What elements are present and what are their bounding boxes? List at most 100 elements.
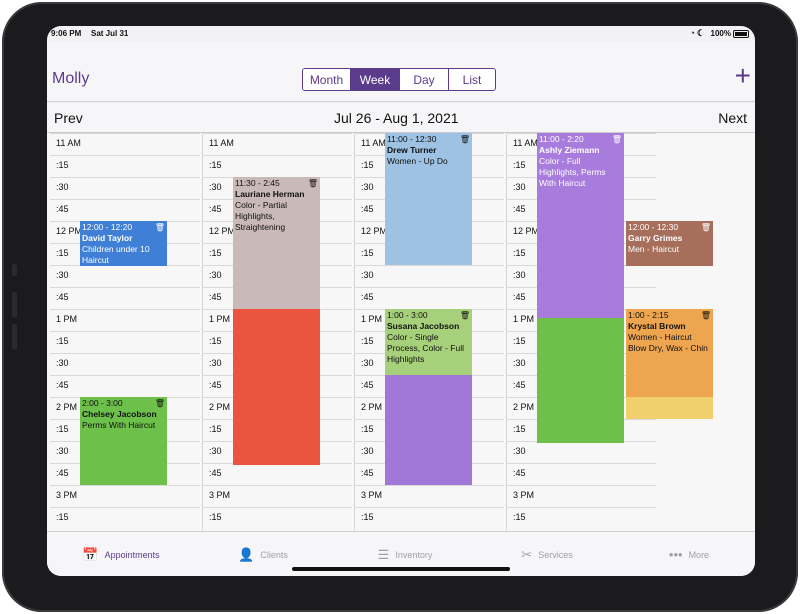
time-slot[interactable]: :45	[50, 199, 200, 221]
time-label: :15	[513, 160, 526, 170]
time-slot[interactable]: :45	[507, 463, 656, 485]
time-label: :30	[209, 446, 222, 456]
week-range: Jul 26 - Aug 1, 2021	[334, 110, 459, 126]
week-navigator: Prev Jul 26 - Aug 1, 2021 Next	[47, 103, 755, 133]
time-label: :30	[513, 446, 526, 456]
time-label: :30	[56, 182, 69, 192]
segment-month[interactable]: Month	[303, 69, 350, 90]
time-slot[interactable]: :45	[50, 375, 200, 397]
appointment-card[interactable]: 2:00 - 3:00 Chelsey Jacobson Perms With Ha…	[80, 397, 167, 485]
day-column: 11 AM:15:30:45 12 PM:15:30:45 1 PM:15:30:4…	[202, 133, 352, 531]
time-slot[interactable]: :30	[355, 265, 504, 287]
time-label: 11 AM	[209, 138, 234, 148]
service-name: Men - Haircut	[628, 244, 680, 254]
day-column: 11 AM:15:30:45 12 PM:15:30:45 1 PM:15:30:4…	[354, 133, 504, 531]
time-slot[interactable]: 3 PM	[203, 485, 352, 507]
time-label: 11 AM	[56, 138, 81, 148]
time-slot[interactable]: :15	[203, 507, 352, 529]
appointment-card[interactable]: 11:30 - 2:45 Lauriane Herman Color - Parti…	[233, 177, 320, 309]
page-title: Molly	[52, 70, 90, 87]
appointment-extension-block[interactable]	[233, 309, 320, 466]
trash-icon[interactable]: 🗑	[700, 223, 711, 232]
wifi-icon: ◔	[689, 28, 695, 38]
appointment-time: 11:00 - 2:20	[539, 134, 584, 144]
time-label: :45	[56, 204, 69, 214]
trash-icon[interactable]: 🗑	[154, 223, 165, 232]
add-appointment-button[interactable]: +	[734, 60, 751, 91]
ellipsis-icon: •••	[668, 547, 683, 562]
tab-services[interactable]: ✂ Services	[477, 532, 617, 576]
time-label: :45	[513, 468, 526, 478]
time-label: :45	[513, 380, 526, 390]
time-label: :30	[209, 270, 222, 280]
time-slot[interactable]: :45	[355, 287, 504, 309]
appointment-extension-block[interactable]	[537, 317, 624, 443]
time-slot[interactable]: :15	[50, 507, 200, 529]
time-slot[interactable]: :45	[203, 463, 352, 485]
segment-week[interactable]: Week	[350, 69, 399, 90]
time-slot[interactable]: :45	[50, 287, 200, 309]
appointment-extension-block[interactable]	[626, 397, 713, 419]
time-slot[interactable]: :15	[203, 155, 352, 177]
time-slot[interactable]: :15	[50, 155, 200, 177]
time-slot[interactable]: 3 PM	[50, 485, 200, 507]
prev-button[interactable]: Prev	[54, 110, 83, 126]
time-label: :45	[209, 380, 222, 390]
time-slot[interactable]: :30	[50, 353, 200, 375]
side-button	[12, 264, 17, 276]
service-name: Color - Single Process, Color - Full Hig…	[387, 332, 464, 364]
next-button[interactable]: Next	[718, 110, 747, 126]
battery-icon	[733, 30, 749, 38]
trash-icon[interactable]: 🗑	[459, 135, 470, 144]
client-name: Chelsey Jacobson	[82, 409, 157, 419]
client-name: David Taylor	[82, 233, 133, 243]
appointment-time: 12:00 - 12:30	[628, 222, 679, 232]
appointment-card[interactable]: 1:00 - 2:15 Krystal Brown Women - Haircut …	[626, 309, 713, 397]
appointment-time: 11:00 - 12:30	[387, 134, 437, 144]
time-slot[interactable]: 1 PM	[50, 309, 200, 331]
time-label: :15	[56, 336, 69, 346]
trash-icon[interactable]: 🗑	[611, 135, 622, 144]
segment-list[interactable]: List	[448, 69, 495, 90]
time-label: 3 PM	[56, 490, 78, 500]
tab-inventory[interactable]: ☰ Inventory	[335, 532, 475, 576]
time-slot[interactable]: :30	[50, 265, 200, 287]
time-slot[interactable]: :30	[50, 177, 200, 199]
tab-appointments[interactable]: 📅 Appointments	[51, 532, 191, 576]
time-label: :45	[209, 468, 222, 478]
time-slot[interactable]: 3 PM	[507, 485, 656, 507]
time-slot[interactable]: :30	[507, 441, 656, 463]
appointment-card[interactable]: 12:00 - 12:30 Garry Grimes Men - Haircut 🗑	[626, 221, 713, 267]
time-slot[interactable]: 11 AM	[203, 133, 352, 155]
time-slot[interactable]: 11 AM	[50, 133, 200, 155]
trash-icon[interactable]: 🗑	[459, 311, 470, 320]
trash-icon[interactable]: 🗑	[307, 179, 318, 188]
appointment-card[interactable]: 11:00 - 2:20 Ashly Ziemann Color - Full Hi…	[537, 133, 624, 318]
time-slot[interactable]: :15	[355, 507, 504, 529]
time-slot[interactable]: 3 PM	[355, 485, 504, 507]
appointment-card[interactable]: 11:00 - 12:30 Drew Turner Women - Up Do 🗑	[385, 133, 472, 265]
appointment-extension-block[interactable]	[385, 375, 472, 485]
volume-down-button	[12, 324, 17, 350]
time-label: :45	[56, 292, 69, 302]
time-label: :45	[513, 292, 526, 302]
moon-icon: ☾	[696, 28, 705, 38]
time-label: :15	[513, 248, 526, 258]
tab-clients[interactable]: 👤 Clients	[193, 532, 333, 576]
time-slot[interactable]: :15	[50, 331, 200, 353]
time-slot[interactable]: :15	[507, 507, 656, 529]
trash-icon[interactable]: 🗑	[154, 399, 165, 408]
time-label: :15	[361, 248, 374, 258]
segment-day[interactable]: Day	[399, 69, 448, 90]
tab-more[interactable]: ••• More	[619, 532, 755, 576]
time-label: :45	[361, 380, 374, 390]
time-label: :45	[361, 204, 374, 214]
trash-icon[interactable]: 🗑	[700, 311, 711, 320]
appointment-card[interactable]: 1:00 - 3:00 Susana Jacobson Color - Single…	[385, 309, 472, 375]
time-label: 3 PM	[513, 490, 535, 500]
time-label: 1 PM	[513, 314, 535, 324]
time-label: :45	[56, 380, 69, 390]
time-label: :30	[361, 270, 374, 280]
appointment-card[interactable]: 12:00 - 12:20 David Taylor Children under …	[80, 221, 167, 267]
time-label: :15	[56, 160, 69, 170]
